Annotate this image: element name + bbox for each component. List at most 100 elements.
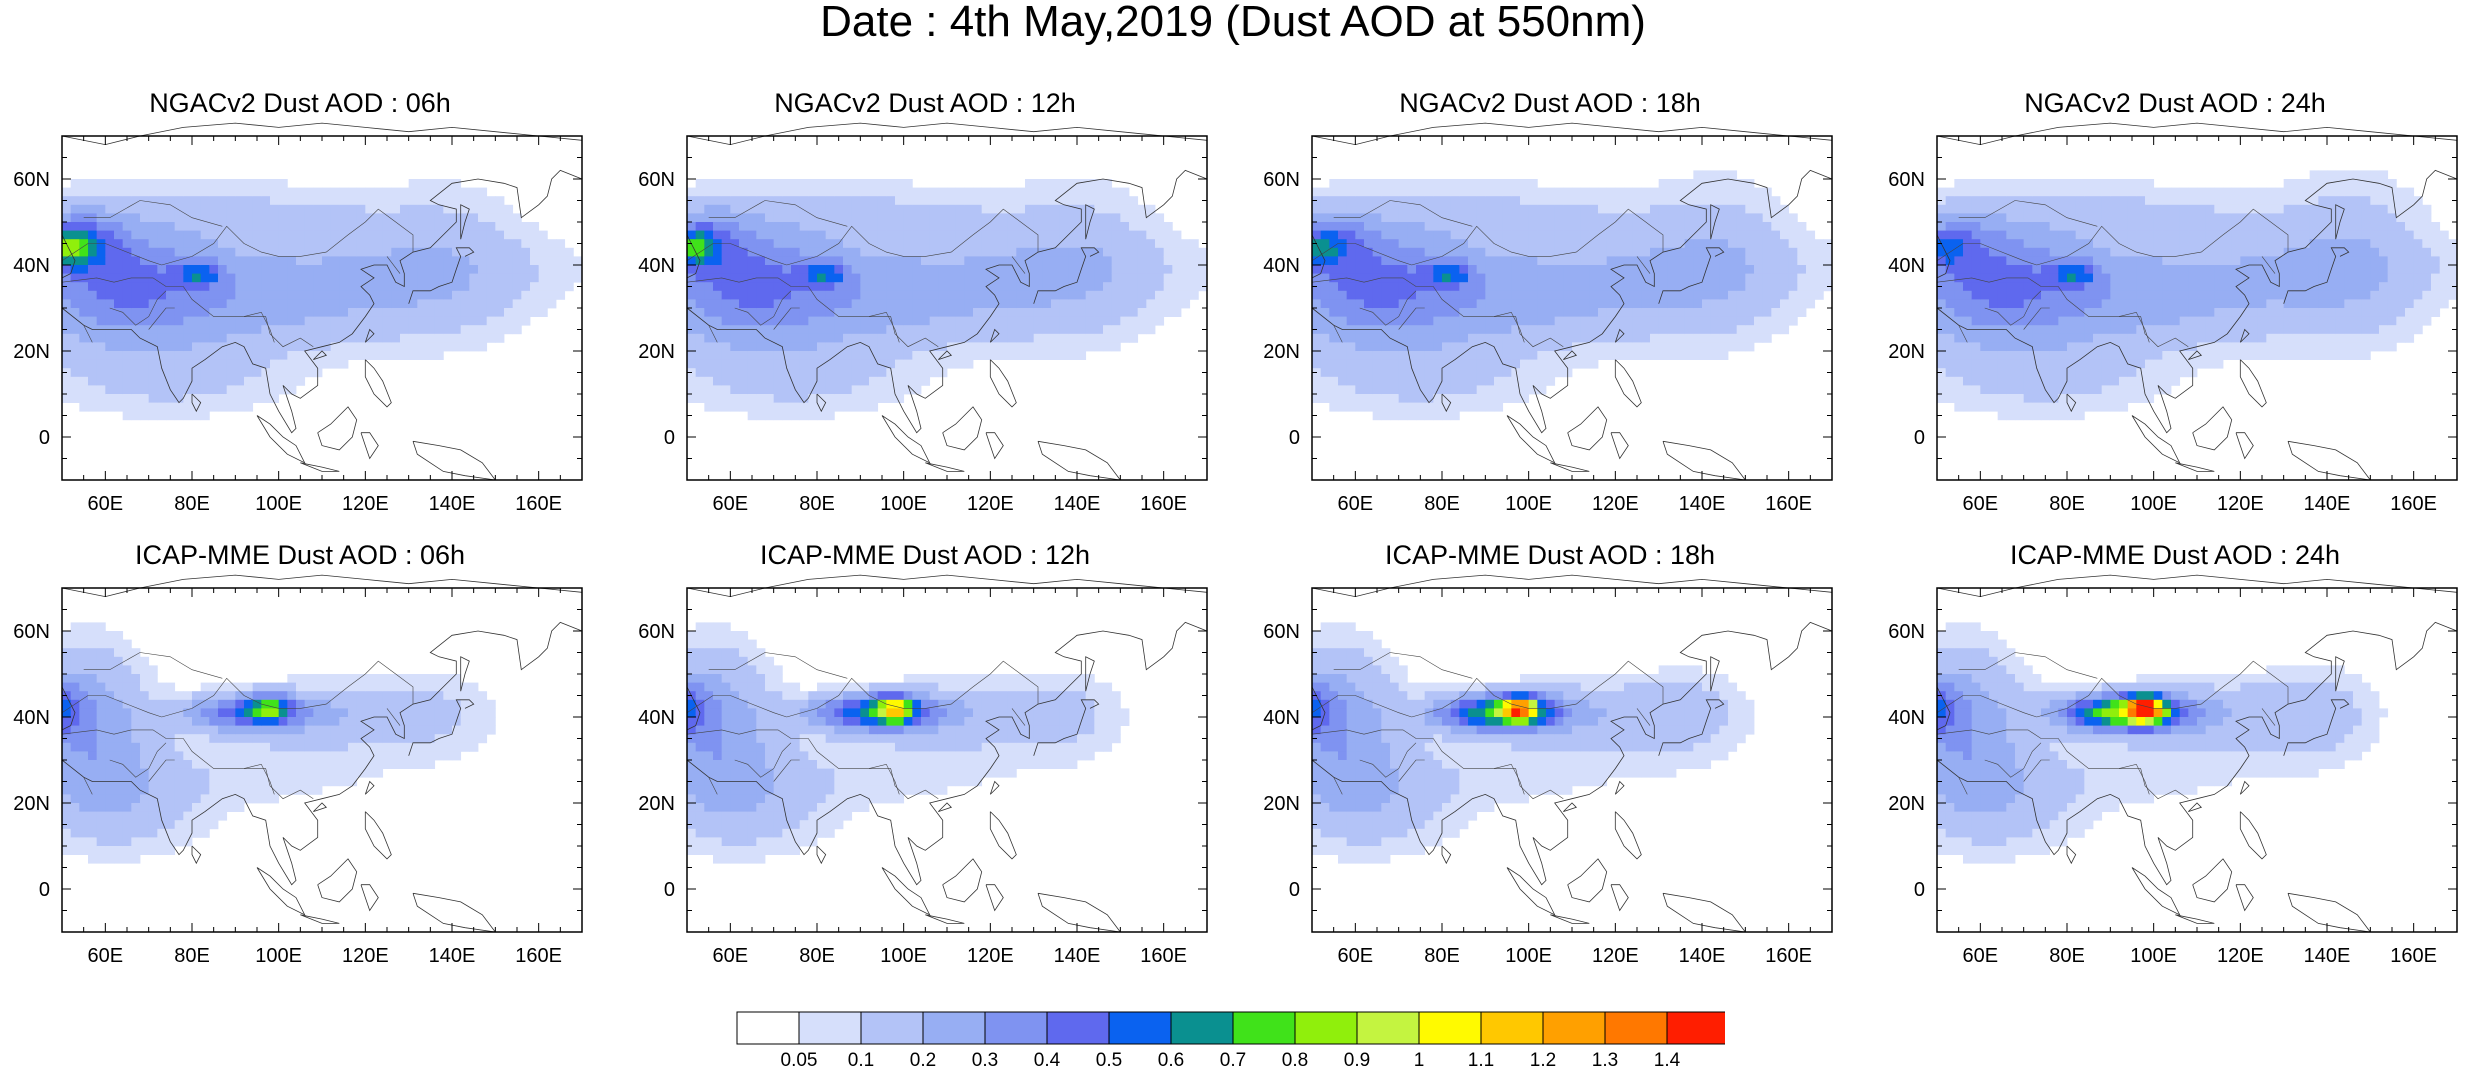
lat-tick-label: 0 (1914, 427, 1925, 449)
panel-title: ICAP-MME Dust AOD : 12h (759, 540, 1091, 570)
map-panel-ngac-18h: NGACv2 Dust AOD : 18h 60E 80E 100E 120E 140E… (1260, 88, 1840, 548)
lon-tick-label: 140E (429, 493, 476, 515)
lon-tick-label: 100E (1505, 493, 1552, 515)
colorbar-swatch (860, 1011, 924, 1045)
coastlines (686, 122, 1208, 481)
lat-tick-label: 40N (1888, 707, 1925, 729)
lon-tick-label: 60E (1963, 493, 1999, 515)
lat-tick-label: 40N (638, 707, 675, 729)
lat-tick-label: 60N (13, 169, 50, 191)
panel-title: ICAP-MME Dust AOD : 06h (134, 540, 466, 570)
map-ticks (686, 587, 1208, 933)
lon-tick-label: 100E (2130, 945, 2177, 967)
country-borders (686, 652, 1039, 800)
dust-aod-map: 60E 80E 100E 120E 140E 160E 60N 40N 20N 0 (1888, 122, 2458, 515)
lon-tick-label: 120E (1592, 493, 1639, 515)
colorbar-swatch (1170, 1011, 1234, 1045)
aod-field (1937, 170, 2458, 421)
dust-aod-map: 60E 80E 100E 120E 140E 160E 60N 40N 20N 0 (1263, 122, 1833, 515)
colorbar-swatch (736, 1011, 800, 1045)
lat-tick-label: 20N (638, 341, 675, 363)
dust-aod-map: 60E 80E 100E 120E 140E 160E 60N 40N 20N 0 (638, 122, 1208, 515)
figure-title: Date : 4th May,2019 (Dust AOD at 550nm) (820, 0, 1646, 46)
colorbar-swatch (1542, 1011, 1606, 1045)
country-borders (61, 652, 414, 800)
aod-field (1312, 170, 1833, 421)
lon-tick-label: 140E (1679, 945, 1726, 967)
colorbar-swatch (1294, 1011, 1358, 1045)
colorbar-swatch (798, 1011, 862, 1045)
map-ticks (1311, 587, 1833, 933)
colorbar-swatch (1356, 1011, 1420, 1045)
country-borders (1311, 652, 1664, 800)
lon-tick-label: 100E (255, 945, 302, 967)
lat-tick-label: 20N (1888, 793, 1925, 815)
colorbar-label: 1 (1414, 1050, 1425, 1070)
colorbar-swatch (1232, 1011, 1296, 1045)
lon-tick-label: 160E (1140, 945, 1187, 967)
colorbar-label: 0.3 (972, 1050, 998, 1070)
lon-tick-label: 160E (515, 945, 562, 967)
colorbar-label: 0.1 (848, 1050, 874, 1070)
lon-tick-label: 60E (1963, 945, 1999, 967)
map-panel-icap-06h: ICAP-MME Dust AOD : 06h 60E 80E 100E 120E 14… (10, 540, 590, 1000)
lon-tick-label: 100E (255, 493, 302, 515)
lat-tick-label: 60N (1263, 169, 1300, 191)
panel-title: NGACv2 Dust AOD : 12h (774, 88, 1076, 118)
lon-tick-label: 100E (1505, 945, 1552, 967)
lat-tick-label: 40N (1888, 255, 1925, 277)
colorbar-swatch (1666, 1011, 1725, 1045)
lat-tick-label: 60N (1888, 169, 1925, 191)
lat-tick-label: 60N (638, 621, 675, 643)
lon-tick-label: 80E (2049, 945, 2085, 967)
lat-tick-label: 0 (1289, 879, 1300, 901)
colorbar-label: 0.05 (781, 1050, 818, 1070)
aod-field (1312, 622, 1755, 864)
map-ticks (686, 135, 1208, 481)
lon-tick-label: 140E (1054, 493, 1101, 515)
map-panel-ngac-24h: NGACv2 Dust AOD : 24h 60E 80E 100E 120E 140E… (1885, 88, 2465, 548)
lon-tick-label: 160E (1765, 945, 1812, 967)
map-ticks (1311, 135, 1833, 481)
lon-tick-label: 100E (2130, 493, 2177, 515)
colorbar-swatch (1418, 1011, 1482, 1045)
lon-tick-label: 120E (2217, 493, 2264, 515)
colorbar-swatch (1046, 1011, 1110, 1045)
lon-tick-label: 120E (342, 493, 389, 515)
lat-tick-label: 20N (13, 793, 50, 815)
aod-field (687, 179, 1208, 421)
dust-aod-map: 60E 80E 100E 120E 140E 160E 60N 40N 20N 0 (13, 122, 583, 515)
map-ticks (61, 135, 583, 481)
panel-title: ICAP-MME Dust AOD : 24h (2009, 540, 2341, 570)
lat-tick-label: 0 (39, 427, 50, 449)
map-panel-icap-24h: ICAP-MME Dust AOD : 24h 60E 80E 100E 120E 14… (1885, 540, 2465, 1000)
map-ticks (1936, 135, 2458, 481)
lon-tick-label: 80E (174, 945, 210, 967)
colorbar-label: 1.4 (1654, 1050, 1681, 1070)
colorbar-swatch (984, 1011, 1048, 1045)
lon-tick-label: 120E (967, 493, 1014, 515)
lon-tick-label: 80E (799, 945, 835, 967)
lon-tick-label: 160E (1765, 493, 1812, 515)
lon-tick-label: 60E (713, 945, 749, 967)
map-panel-ngac-12h: NGACv2 Dust AOD : 12h 60E 80E 100E 120E 140E… (635, 88, 1215, 548)
coastlines (1311, 574, 1833, 933)
dust-aod-map: 60E 80E 100E 120E 140E 160E 60N 40N 20N 0 (1888, 574, 2458, 967)
lat-tick-label: 0 (664, 427, 675, 449)
lon-tick-label: 120E (342, 945, 389, 967)
aod-field (1937, 622, 2389, 864)
colorbar: 0.05 0.1 0.2 0.3 0.4 0.5 0.6 0.7 0.8 0.9 1 1.1 1.2 1.… (736, 1011, 1725, 1070)
dust-aod-map: 60E 80E 100E 120E 140E 160E 60N 40N 20N 0 (638, 574, 1208, 967)
colorbar-label: 1.2 (1530, 1050, 1556, 1070)
lat-tick-label: 40N (1263, 707, 1300, 729)
map-panel-ngac-06h: NGACv2 Dust AOD : 06h 60E 80E 100E 120E 140E… (10, 88, 590, 548)
coastlines (1311, 122, 1833, 481)
lon-tick-label: 140E (2304, 945, 2351, 967)
lat-tick-label: 20N (1888, 341, 1925, 363)
colorbar-label: 0.8 (1282, 1050, 1308, 1070)
lat-tick-label: 0 (1914, 879, 1925, 901)
lon-tick-label: 80E (174, 493, 210, 515)
aod-field (687, 622, 1130, 864)
lon-tick-label: 60E (88, 945, 124, 967)
colorbar-swatch (1108, 1011, 1172, 1045)
